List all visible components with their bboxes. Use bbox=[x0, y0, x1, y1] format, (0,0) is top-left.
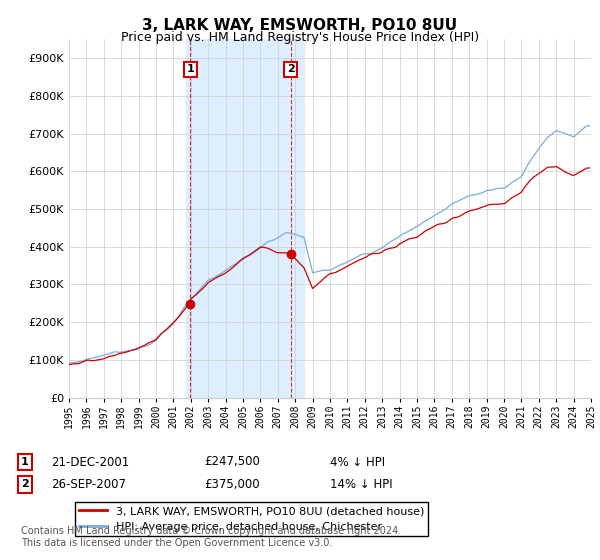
Text: 3, LARK WAY, EMSWORTH, PO10 8UU: 3, LARK WAY, EMSWORTH, PO10 8UU bbox=[142, 18, 458, 33]
Text: £375,000: £375,000 bbox=[204, 478, 260, 491]
Text: 21-DEC-2001: 21-DEC-2001 bbox=[51, 455, 129, 469]
Text: 26-SEP-2007: 26-SEP-2007 bbox=[51, 478, 126, 491]
Text: £247,500: £247,500 bbox=[204, 455, 260, 469]
Text: 4% ↓ HPI: 4% ↓ HPI bbox=[330, 455, 385, 469]
Text: Price paid vs. HM Land Registry's House Price Index (HPI): Price paid vs. HM Land Registry's House … bbox=[121, 31, 479, 44]
Text: 2: 2 bbox=[21, 479, 29, 489]
Legend: 3, LARK WAY, EMSWORTH, PO10 8UU (detached house), HPI: Average price, detached h: 3, LARK WAY, EMSWORTH, PO10 8UU (detache… bbox=[74, 502, 428, 536]
Bar bbox=[185, 39, 304, 398]
Text: 2: 2 bbox=[287, 64, 295, 74]
Text: 14% ↓ HPI: 14% ↓ HPI bbox=[330, 478, 392, 491]
Text: 1: 1 bbox=[187, 64, 194, 74]
Text: 1: 1 bbox=[21, 457, 29, 467]
Text: Contains HM Land Registry data © Crown copyright and database right 2024.
This d: Contains HM Land Registry data © Crown c… bbox=[21, 526, 401, 548]
